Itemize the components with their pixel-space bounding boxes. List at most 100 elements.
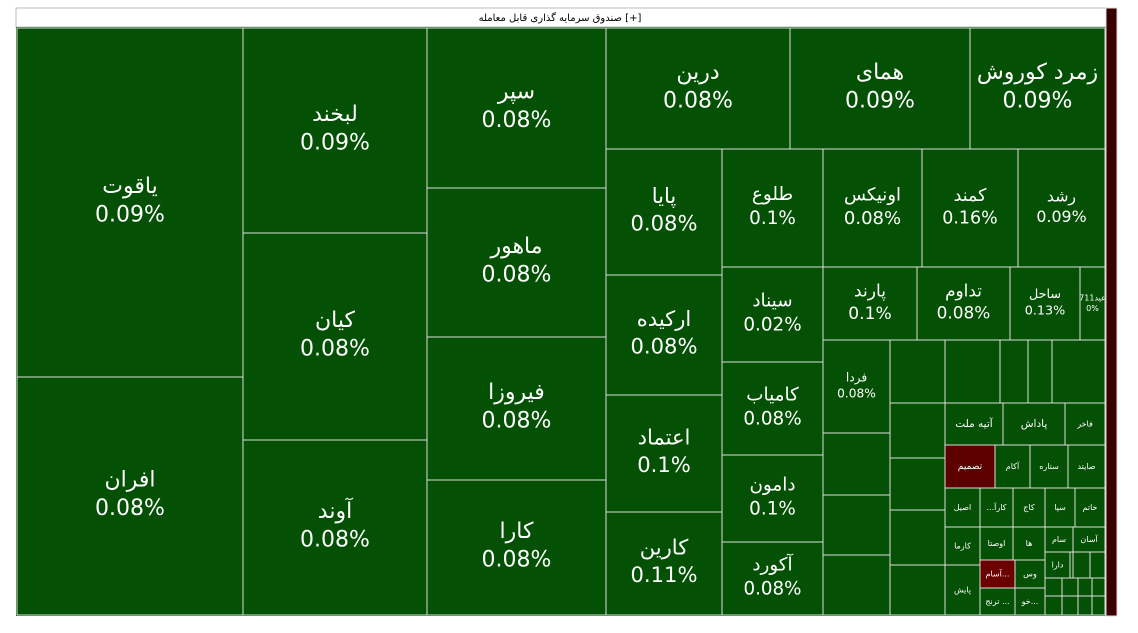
tile — [1044, 595, 1063, 616]
tile-label: آوند — [318, 497, 353, 524]
tile — [426, 479, 607, 616]
tile-value: 0.08% — [743, 409, 801, 430]
tile — [1074, 487, 1106, 528]
tile — [944, 444, 996, 489]
tile-label: وس — [1023, 570, 1037, 579]
tile-label: سپا — [1054, 503, 1066, 512]
tile-label: لبخند — [312, 102, 358, 127]
tile — [721, 266, 824, 363]
tile — [944, 402, 1004, 446]
tile-label: ترنج ... — [985, 597, 1009, 606]
tile-value: 0.09% — [1003, 89, 1073, 114]
tile-label: کاج — [1023, 503, 1035, 512]
tile-value: 0.13% — [1025, 303, 1065, 318]
tile — [999, 339, 1029, 404]
tile — [979, 526, 1014, 561]
tile-label: ...کارآ — [987, 502, 1007, 512]
tile-label: ستاره — [1039, 462, 1059, 471]
tile — [1077, 577, 1093, 597]
tile-value: 0.08% — [744, 578, 802, 599]
tile-label: عید711 — [1079, 293, 1106, 302]
tile-value: 0.1% — [749, 208, 796, 229]
tile — [605, 148, 723, 276]
tile — [605, 27, 791, 150]
tile — [1044, 577, 1063, 597]
tile-value: 0.08% — [300, 528, 370, 553]
tile — [979, 487, 1014, 528]
tile — [721, 454, 824, 543]
tile-value: 0.09% — [1036, 207, 1086, 226]
tile — [242, 27, 428, 234]
tile-value: 0.11% — [631, 562, 698, 587]
tile-label: دارا — [1052, 561, 1064, 570]
tile — [1072, 526, 1106, 553]
tile-value: 0.1% — [848, 304, 891, 324]
tile — [822, 494, 891, 556]
tile — [944, 339, 1001, 404]
tile-value: 0.02% — [743, 315, 801, 336]
tile-label: اعتماد — [638, 425, 691, 450]
tile — [721, 148, 824, 268]
tile-label: ها — [1026, 539, 1033, 548]
tile-label: خو... — [1021, 597, 1039, 606]
chart-title[interactable]: صندوق سرمایه گذاری قابل معامله [+] — [479, 12, 642, 24]
tile-label: فاخر — [1076, 420, 1093, 429]
tile — [822, 339, 891, 434]
tile — [1061, 595, 1079, 616]
tile — [1077, 595, 1093, 616]
tile — [721, 541, 824, 616]
tile — [889, 402, 946, 459]
tile-label: سپر — [497, 80, 535, 105]
tile-label: تداوم — [945, 281, 982, 301]
tile-value: 0.1% — [637, 452, 691, 477]
tile — [605, 274, 723, 396]
tile-value: 0.08% — [844, 208, 901, 229]
tile-value: 0.08% — [95, 496, 165, 521]
tile-value: 0.08% — [482, 263, 552, 288]
tile — [1029, 444, 1069, 489]
tile — [1091, 595, 1106, 616]
tile-label: صایتد — [1077, 462, 1095, 471]
tile — [789, 27, 971, 150]
tile-label: ماهور — [489, 234, 542, 259]
tile — [1009, 266, 1081, 341]
tile-label: پاداش — [1021, 418, 1048, 430]
tile — [822, 266, 918, 341]
tile-label: اصیل — [954, 503, 972, 512]
tile-label: طلوع — [752, 184, 793, 205]
tile — [822, 554, 891, 616]
tile-value: 0.09% — [845, 89, 915, 114]
tile-label: آتیه ملت — [955, 417, 993, 430]
tile — [889, 339, 946, 404]
tile-value: 0.08% — [482, 409, 552, 434]
tile-label: ارکیده — [637, 306, 692, 331]
tile — [1014, 587, 1046, 616]
tile — [1089, 551, 1106, 579]
tile — [242, 439, 428, 616]
tile-value: 0.08% — [300, 337, 370, 362]
tile — [1044, 526, 1074, 553]
tile — [1091, 577, 1106, 597]
tile-label: یاقوت — [102, 174, 157, 199]
tile-value: 0.08% — [837, 386, 876, 400]
tile — [1064, 402, 1106, 446]
tile-value: 0.09% — [95, 203, 165, 228]
tile — [969, 27, 1106, 150]
tile — [889, 457, 946, 511]
tile-label: اوصتا — [988, 539, 1006, 548]
tile — [916, 266, 1011, 341]
tile-label: سیناد — [752, 291, 792, 312]
tile — [16, 27, 244, 378]
tile-value: 0.16% — [942, 208, 997, 228]
tile — [822, 148, 923, 268]
tile-label: سام — [1052, 535, 1066, 544]
tile — [1051, 339, 1106, 404]
tile-value: 0.08% — [631, 211, 698, 236]
tile-value: 0.09% — [300, 131, 370, 156]
tile — [1044, 551, 1071, 579]
tile — [1044, 487, 1076, 528]
tile-label: همای — [856, 60, 904, 85]
tile-value: 0.08% — [631, 334, 698, 359]
tile — [1014, 559, 1046, 589]
